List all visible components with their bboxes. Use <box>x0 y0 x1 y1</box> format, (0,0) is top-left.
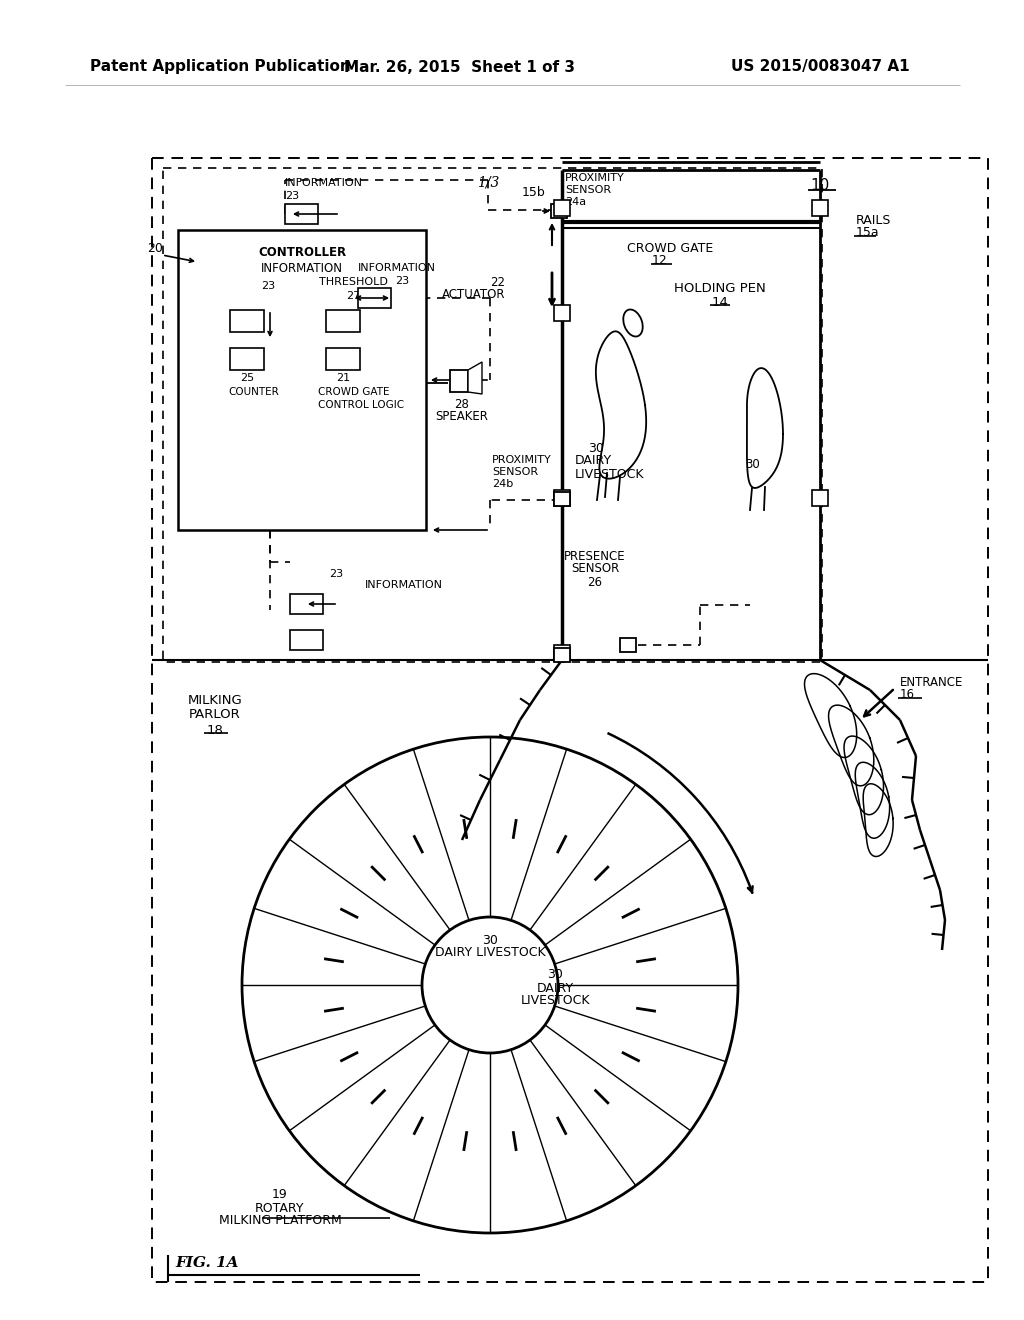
Text: 23: 23 <box>329 569 343 579</box>
Text: 23: 23 <box>395 276 410 286</box>
Text: Mar. 26, 2015  Sheet 1 of 3: Mar. 26, 2015 Sheet 1 of 3 <box>344 59 575 74</box>
Text: 23: 23 <box>285 191 299 201</box>
Text: PRESENCE: PRESENCE <box>564 549 626 562</box>
Text: PROXIMITY: PROXIMITY <box>492 455 552 465</box>
Text: 30: 30 <box>588 441 604 454</box>
Text: SPEAKER: SPEAKER <box>435 411 488 424</box>
Text: PARLOR: PARLOR <box>189 709 241 722</box>
Text: SENSOR: SENSOR <box>565 185 611 195</box>
Bar <box>230 348 264 370</box>
Bar <box>152 158 988 1282</box>
Bar <box>554 648 570 663</box>
Text: SENSOR: SENSOR <box>492 467 539 477</box>
Bar <box>554 492 570 506</box>
Text: ACTUATOR: ACTUATOR <box>441 289 505 301</box>
Text: COUNTER: COUNTER <box>228 387 279 397</box>
Text: 14: 14 <box>712 296 728 309</box>
Text: CONTROL LOGIC: CONTROL LOGIC <box>318 400 404 411</box>
Text: DAIRY: DAIRY <box>575 454 612 467</box>
Bar <box>620 638 636 652</box>
Bar <box>326 310 360 333</box>
Text: DAIRY: DAIRY <box>537 982 573 994</box>
Bar <box>230 310 264 333</box>
Polygon shape <box>468 362 482 393</box>
Text: CONTROLLER: CONTROLLER <box>258 246 346 259</box>
Text: 26: 26 <box>588 576 602 589</box>
Text: RAILS: RAILS <box>856 214 891 227</box>
Text: 15b: 15b <box>521 186 545 198</box>
Text: DAIRY LIVESTOCK: DAIRY LIVESTOCK <box>434 946 546 960</box>
Text: PROXIMITY: PROXIMITY <box>565 173 625 183</box>
Bar <box>163 168 822 663</box>
Bar <box>812 201 828 216</box>
Text: 16: 16 <box>900 689 915 701</box>
Text: Patent Application Publication: Patent Application Publication <box>90 59 351 74</box>
Text: CROWD GATE: CROWD GATE <box>318 387 389 397</box>
Text: 21: 21 <box>336 374 350 383</box>
Text: 23: 23 <box>261 281 275 290</box>
Text: 25: 25 <box>240 374 254 383</box>
Text: 20: 20 <box>147 242 163 255</box>
Text: SENSOR: SENSOR <box>570 562 620 576</box>
Bar <box>812 490 828 506</box>
Text: MILKING: MILKING <box>187 693 243 706</box>
Text: THRESHOLD: THRESHOLD <box>318 277 387 286</box>
Text: LIVESTOCK: LIVESTOCK <box>520 994 590 1007</box>
Text: 30: 30 <box>745 458 760 470</box>
Bar <box>551 205 567 218</box>
Bar <box>290 630 323 649</box>
Text: 30: 30 <box>547 969 563 982</box>
Text: 30: 30 <box>482 933 498 946</box>
Text: LIVESTOCK: LIVESTOCK <box>575 467 644 480</box>
Bar <box>326 348 360 370</box>
Bar <box>554 645 570 661</box>
Text: 10: 10 <box>810 177 829 193</box>
Text: ENTRANCE: ENTRANCE <box>900 676 964 689</box>
Text: INFORMATION: INFORMATION <box>261 261 343 275</box>
Text: INFORMATION: INFORMATION <box>285 178 362 187</box>
Bar <box>554 490 570 506</box>
Text: 15a: 15a <box>856 227 880 239</box>
Text: MILKING PLATFORM: MILKING PLATFORM <box>219 1214 341 1228</box>
Text: 18: 18 <box>207 723 223 737</box>
Text: 24b: 24b <box>492 479 513 488</box>
Text: 19: 19 <box>272 1188 288 1201</box>
Text: FIG. 1A: FIG. 1A <box>175 1257 239 1270</box>
Text: INFORMATION: INFORMATION <box>358 263 436 273</box>
Text: CROWD GATE: CROWD GATE <box>627 242 713 255</box>
Text: 22: 22 <box>490 276 505 289</box>
Text: ROTARY: ROTARY <box>255 1201 305 1214</box>
Text: 1/3: 1/3 <box>477 176 499 190</box>
Bar <box>178 230 426 531</box>
Text: 12: 12 <box>652 255 668 268</box>
Bar <box>554 305 570 321</box>
Bar <box>450 370 468 392</box>
Bar <box>358 288 391 308</box>
Text: 24a: 24a <box>565 197 586 207</box>
Text: US 2015/0083047 A1: US 2015/0083047 A1 <box>731 59 909 74</box>
Text: 28: 28 <box>455 397 469 411</box>
Text: INFORMATION: INFORMATION <box>365 579 443 590</box>
Bar <box>285 205 318 224</box>
Bar <box>290 594 323 614</box>
Text: 27: 27 <box>346 290 360 301</box>
Text: HOLDING PEN: HOLDING PEN <box>674 281 766 294</box>
Bar <box>554 201 570 216</box>
